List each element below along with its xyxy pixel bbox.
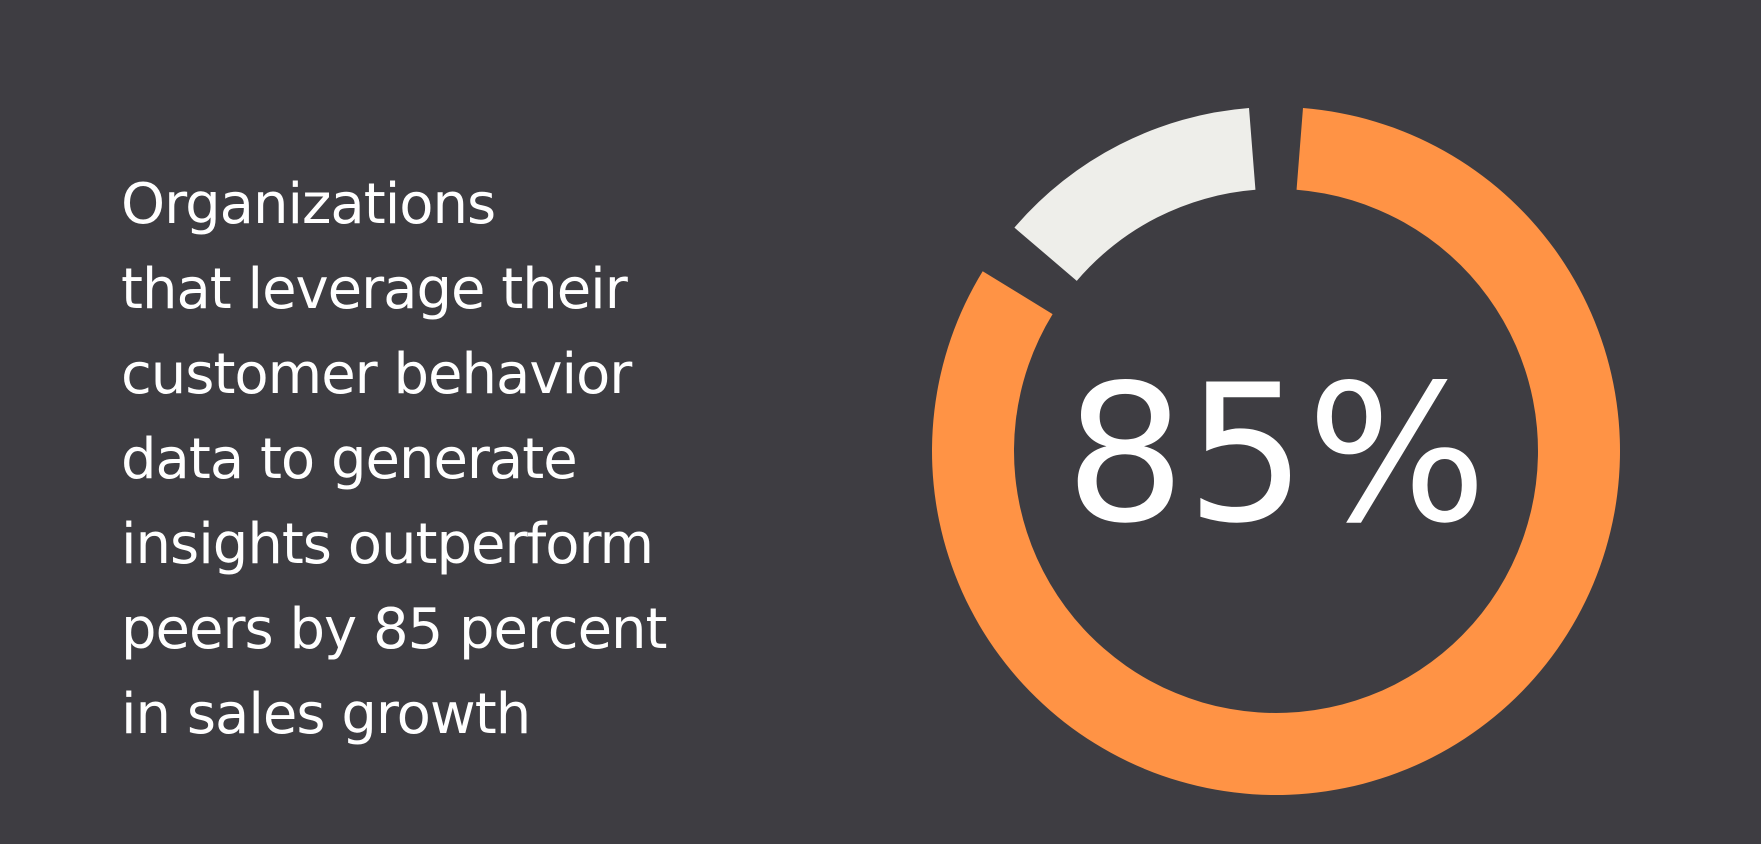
statement-line-5: insights outperform [121, 512, 654, 577]
statement-line-6: peers by 85 percent [121, 597, 667, 662]
statement-text: Organizations that leverage their custom… [121, 162, 821, 757]
statement-line-4: data to generate [121, 427, 578, 492]
statement-line-2: that leverage their [121, 257, 628, 322]
statement-line-3: customer behavior [121, 342, 632, 407]
statement-line-7: in sales growth [121, 682, 531, 747]
center-percentage-label: 85% [1065, 344, 1487, 565]
donut-slice-2 [1014, 108, 1256, 281]
statement-line-1: Organizations [121, 172, 496, 237]
donut-slices [932, 108, 1621, 796]
